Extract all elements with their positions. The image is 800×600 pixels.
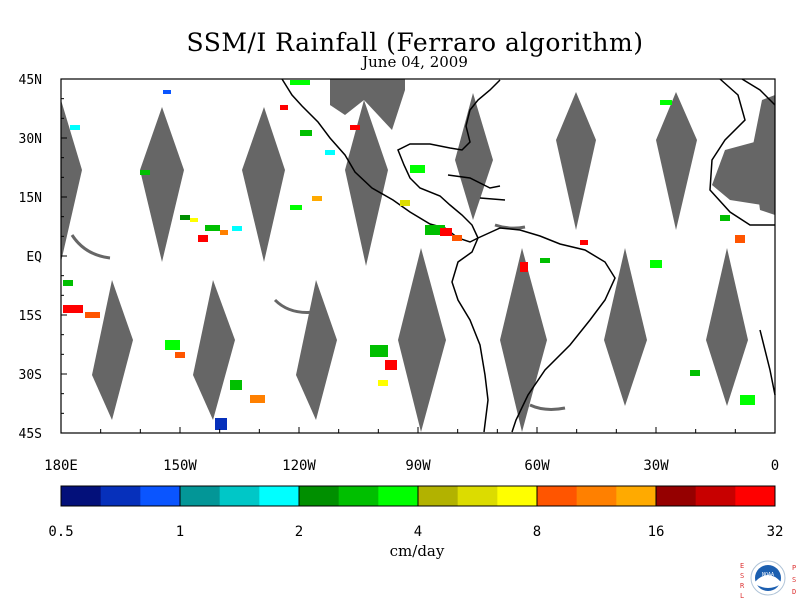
- lon-label: 30W: [643, 458, 669, 474]
- colorbar-swatch: [140, 486, 181, 506]
- colorbar-swatch: [299, 486, 340, 506]
- esrl-letter-r: R: [740, 582, 745, 590]
- psd-letter-s: S: [792, 576, 796, 584]
- psd-letter-d: D: [792, 588, 796, 596]
- lat-label: 45N: [19, 73, 42, 88]
- colorbar-swatch: [180, 486, 221, 506]
- colorbar: 0.5 1 2 4 8 16 32: [48, 485, 784, 540]
- colorbar-swatch: [378, 486, 419, 506]
- missing-data-swaths: [61, 79, 775, 432]
- lat-label: 45S: [19, 427, 42, 442]
- colorbar-tick-label: 32: [767, 524, 784, 540]
- lat-label: EQ: [26, 250, 42, 265]
- colorbar-swatch: [100, 486, 141, 506]
- colorbar-swatch: [219, 486, 260, 506]
- lat-label: 30N: [19, 132, 42, 147]
- map-title: SSM/I Rainfall (Ferraro algorithm): [186, 28, 644, 57]
- map-date: June 04, 2009: [362, 53, 468, 71]
- colorbar-swatch: [338, 486, 379, 506]
- lat-label: 30S: [19, 368, 42, 383]
- longitude-axis: 180E 150W 120W 90W 60W 30W 0: [44, 427, 779, 474]
- colorbar-tick-label: 16: [648, 524, 665, 540]
- latitude-axis: 45N 30N 15N EQ 15S 30S 45S: [19, 73, 67, 442]
- map-area: [60, 78, 776, 434]
- colorbar-tick-label: 4: [414, 524, 422, 540]
- lon-label: 120W: [282, 458, 316, 474]
- esrl-letter-s: S: [740, 572, 744, 580]
- colorbar-swatch: [656, 486, 697, 506]
- colorbar-swatch: [695, 486, 736, 506]
- colorbar-swatch: [61, 486, 102, 506]
- colorbar-swatch: [735, 486, 776, 506]
- colorbar-swatch: [457, 486, 498, 506]
- lon-label: 60W: [524, 458, 550, 474]
- coastlines: [281, 78, 776, 433]
- colorbar-tick-label: 8: [533, 524, 541, 540]
- psd-letter-p: P: [792, 564, 796, 572]
- colorbar-swatch: [537, 486, 578, 506]
- esrl-letter-l: L: [740, 592, 744, 600]
- lon-label: 180E: [44, 458, 78, 474]
- colorbar-swatch: [259, 486, 300, 506]
- colorbar-tick-label: 2: [295, 524, 303, 540]
- colorbar-swatch: [418, 486, 459, 506]
- lat-label: 15S: [19, 309, 42, 324]
- colorbar-swatch: [497, 486, 538, 506]
- lat-label: 15N: [19, 191, 42, 206]
- noaa-logo: E S R L NOAA P S D: [740, 560, 796, 600]
- colorbar-swatch: [576, 486, 617, 506]
- lon-label: 90W: [405, 458, 431, 474]
- colorbar-tick-label: 1: [176, 524, 184, 540]
- colorbar-tick-label: 0.5: [48, 524, 73, 540]
- colorbar-unit-label: cm/day: [390, 542, 445, 560]
- esrl-letter-e: E: [740, 562, 744, 570]
- noaa-logo-text: NOAA: [762, 572, 774, 578]
- lon-label: 150W: [163, 458, 197, 474]
- rain-patches: [63, 80, 755, 430]
- colorbar-swatch: [616, 486, 657, 506]
- lon-label: 0: [771, 458, 779, 474]
